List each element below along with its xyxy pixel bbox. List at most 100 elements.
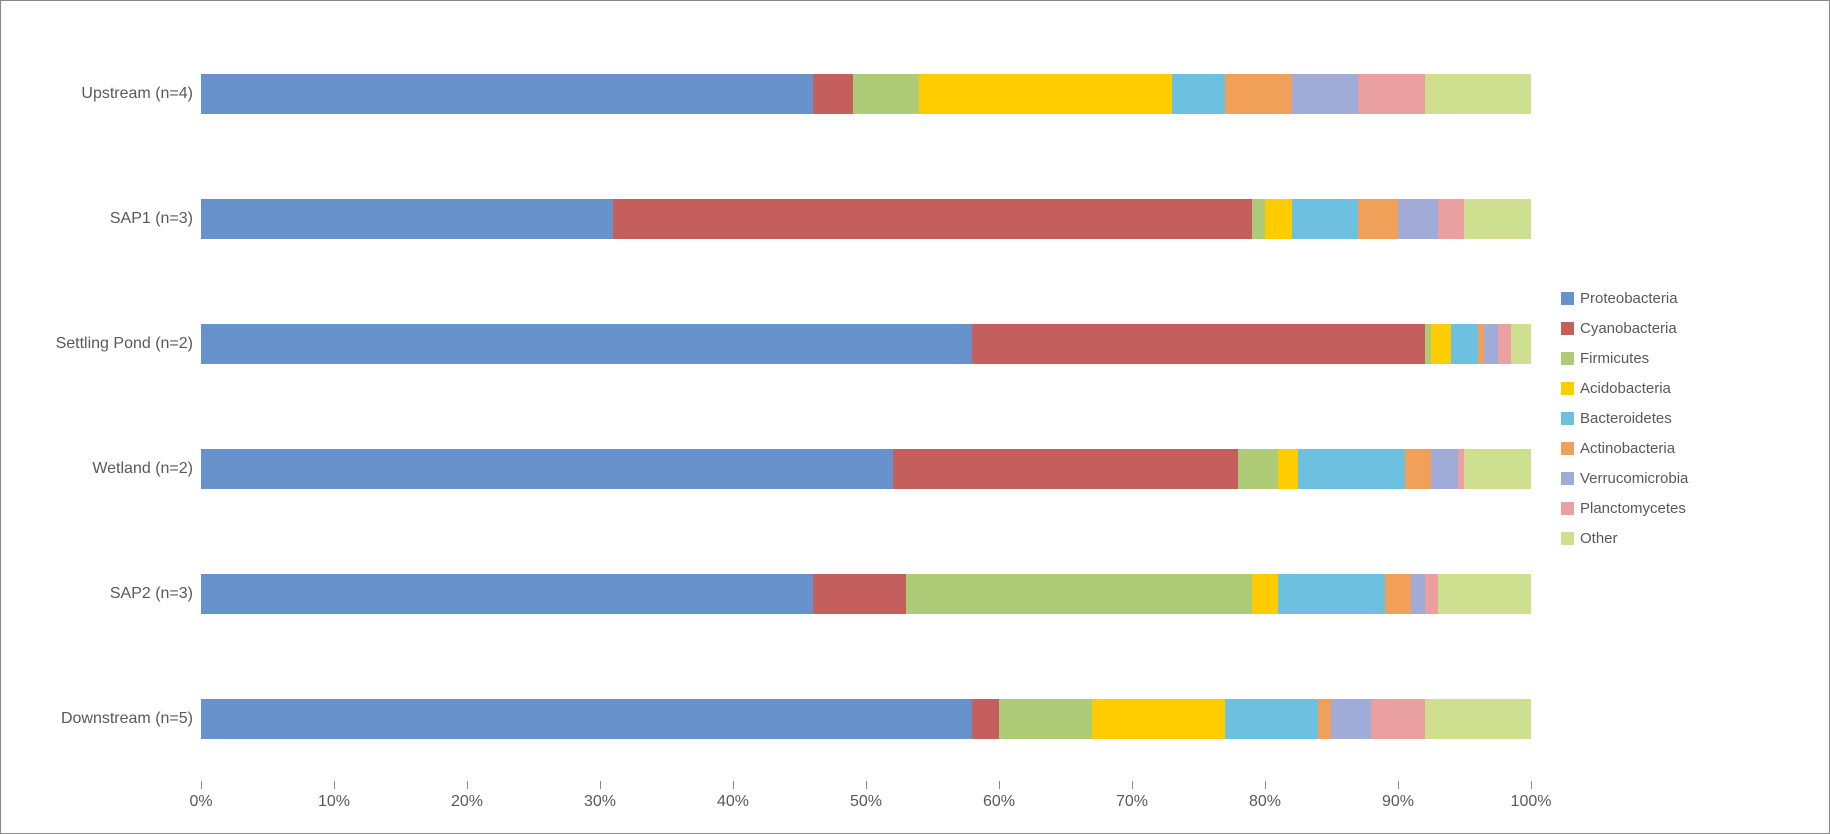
y-axis-category-label: Settling Pond (n=2) [56,335,193,353]
bar-segment [1438,574,1531,614]
legend-label: Other [1580,530,1618,547]
bar-segment [1292,74,1359,114]
bar-segment [1252,199,1265,239]
legend-swatch [1561,412,1574,425]
bar-segment [1511,324,1531,364]
bar-segment [1451,324,1478,364]
bar-segment [1478,324,1485,364]
bar-segment [1371,699,1424,739]
bar-segment [893,449,1239,489]
bar-row [201,199,1531,239]
bar-segment [1438,199,1465,239]
y-axis-labels: Upstream (n=4) SAP1 (n=3) Settling Pond (n… [21,31,201,781]
x-tick-label: 100% [1511,793,1552,811]
bar-segment [201,574,813,614]
bar-segment [1398,199,1438,239]
legend-swatch [1561,502,1574,515]
bar-segment [1225,699,1318,739]
bar-row [201,574,1531,614]
legend-label: Proteobacteria [1580,290,1678,307]
bar-segment [1252,574,1279,614]
bar-segment [972,324,1424,364]
bar-segment [1292,199,1359,239]
bar-segment [1092,699,1225,739]
bar-segment [201,449,893,489]
legend-item: Cyanobacteria [1561,313,1688,343]
bar-segment [906,574,1252,614]
bar-segment [813,574,906,614]
x-tick-mark [1398,781,1399,789]
bar-segment [1458,449,1465,489]
x-tick-label: 60% [983,793,1015,811]
bar-segment [1318,699,1331,739]
bar-segment [1238,449,1278,489]
bar-segment [813,74,853,114]
bar-segment [1498,324,1511,364]
x-tick-label: 40% [717,793,749,811]
legend-item: Acidobacteria [1561,373,1688,403]
y-axis-category-label: Upstream (n=4) [81,85,193,103]
bar-segment [1425,699,1531,739]
legend-label: Planctomycetes [1580,500,1686,517]
legend-label: Cyanobacteria [1580,320,1677,337]
y-axis-category-label: SAP1 (n=3) [110,210,193,228]
bar-segment [1484,324,1497,364]
legend-label: Actinobacteria [1580,440,1675,457]
x-tick-label: 30% [584,793,616,811]
bar-segment [1278,574,1384,614]
bar-segment [1172,74,1225,114]
x-tick-mark [334,781,335,789]
bar-segment [201,699,972,739]
bar-row [201,699,1531,739]
x-tick-label: 50% [850,793,882,811]
legend-label: Firmicutes [1580,350,1649,367]
bar-segment [201,199,613,239]
legend-swatch [1561,382,1574,395]
legend-item: Proteobacteria [1561,283,1688,313]
bar-row [201,74,1531,114]
x-tick-mark [1531,781,1532,789]
bar-row [201,324,1531,364]
legend-swatch [1561,442,1574,455]
bar-segment [972,699,999,739]
legend-swatch [1561,322,1574,335]
legend-swatch [1561,532,1574,545]
bar-segment [1405,449,1432,489]
legend-label: Verrucomicrobia [1580,470,1688,487]
legend-item: Bacteroidetes [1561,403,1688,433]
x-tick-label: 90% [1382,793,1414,811]
x-tick-mark [1132,781,1133,789]
x-tick-mark [467,781,468,789]
legend-item: Actinobacteria [1561,433,1688,463]
legend-label: Bacteroidetes [1580,410,1672,427]
bar-segment [919,74,1172,114]
chart-frame: Upstream (n=4) SAP1 (n=3) Settling Pond (n… [0,0,1830,834]
x-tick-mark [733,781,734,789]
bar-segment [1298,449,1404,489]
x-tick-label: 20% [451,793,483,811]
bar-segment [1265,199,1292,239]
x-tick-label: 10% [318,793,350,811]
legend-label: Acidobacteria [1580,380,1671,397]
legend-item: Other [1561,523,1688,553]
bar-segment [1464,199,1531,239]
bar-segment [1425,324,1432,364]
legend-item: Verrucomicrobia [1561,463,1688,493]
plot-area: Upstream (n=4)SAP1 (n=3)Settling Pond (n… [201,31,1531,781]
bar-segment [1358,74,1425,114]
bar-segment [1358,199,1398,239]
bar-segment [853,74,920,114]
bar-segment [1464,449,1531,489]
legend-swatch [1561,292,1574,305]
bar-segment [1225,74,1292,114]
bar-segment [1431,449,1458,489]
bar-segment [1411,574,1424,614]
bar-segment [1425,574,1438,614]
bar-segment [1385,574,1412,614]
x-tick-mark [1265,781,1266,789]
x-tick-mark [999,781,1000,789]
x-tick-mark [866,781,867,789]
bar-segment [613,199,1251,239]
y-axis-category-label: Wetland (n=2) [92,460,193,478]
x-tick-mark [600,781,601,789]
